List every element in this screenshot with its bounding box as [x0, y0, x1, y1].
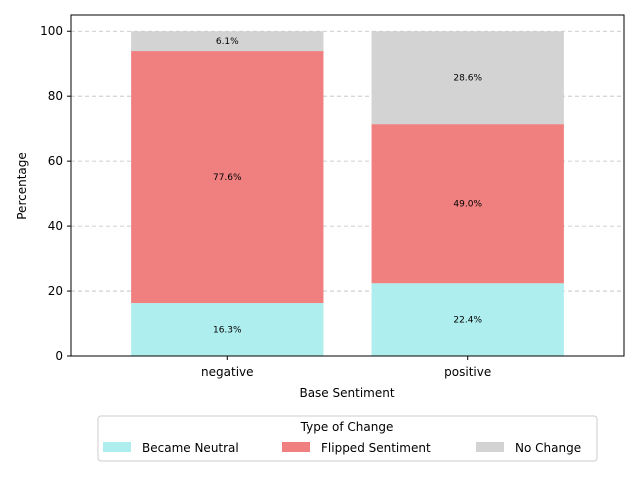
legend-frame — [97, 415, 598, 462]
legend-swatch-became-neutral — [103, 442, 131, 452]
legend-label-flipped-sentiment: Flipped Sentiment — [321, 441, 431, 455]
y-tick-label-60: 60 — [48, 154, 63, 168]
legend-label-no-change: No Change — [515, 441, 581, 455]
x-axis-ticks: negative positive — [201, 356, 491, 379]
data-label-negative-no-change: 6.1% — [216, 37, 239, 47]
legend-title: Type of Change — [300, 420, 394, 434]
x-tick-label-positive: positive — [444, 365, 491, 379]
legend-label-became-neutral: Became Neutral — [142, 441, 239, 455]
x-tick-label-negative: negative — [201, 365, 253, 379]
data-label-negative-became-neutral: 16.3% — [213, 326, 242, 336]
y-tick-label-80: 80 — [48, 89, 63, 103]
data-labels: 16.3% 77.6% 6.1% 22.4% 49.0% 28.6% — [213, 37, 482, 335]
bars — [131, 31, 564, 356]
legend-swatch-flipped-sentiment — [282, 442, 310, 452]
bar-negative-flipped-sentiment — [131, 51, 324, 304]
legend: Type of Change Became Neutral Flipped Sen… — [97, 415, 598, 462]
x-axis-label: Base Sentiment — [299, 386, 394, 400]
data-label-positive-became-neutral: 22.4% — [453, 316, 482, 326]
y-tick-label-100: 100 — [40, 24, 63, 38]
y-tick-label-0: 0 — [55, 349, 63, 363]
y-axis-label: Percentage — [15, 152, 29, 220]
bar-positive-flipped-sentiment — [371, 124, 564, 284]
bar-negative-became-neutral — [131, 303, 324, 356]
data-label-positive-flipped-sentiment: 49.0% — [453, 200, 482, 210]
y-axis-ticks: 0 20 40 60 80 100 — [40, 24, 71, 363]
plot-frame — [70, 14, 625, 357]
data-label-positive-no-change: 28.6% — [453, 74, 482, 84]
legend-swatch-no-change — [476, 442, 504, 452]
legend-items: Became Neutral Flipped Sentiment No Change — [103, 441, 581, 455]
bar-positive-no-change — [371, 31, 564, 125]
data-label-negative-flipped-sentiment: 77.6% — [213, 173, 242, 183]
y-tick-label-40: 40 — [48, 219, 63, 233]
y-tick-label-20: 20 — [48, 284, 63, 298]
bar-negative-no-change — [131, 31, 324, 52]
bar-positive-became-neutral — [371, 283, 564, 356]
